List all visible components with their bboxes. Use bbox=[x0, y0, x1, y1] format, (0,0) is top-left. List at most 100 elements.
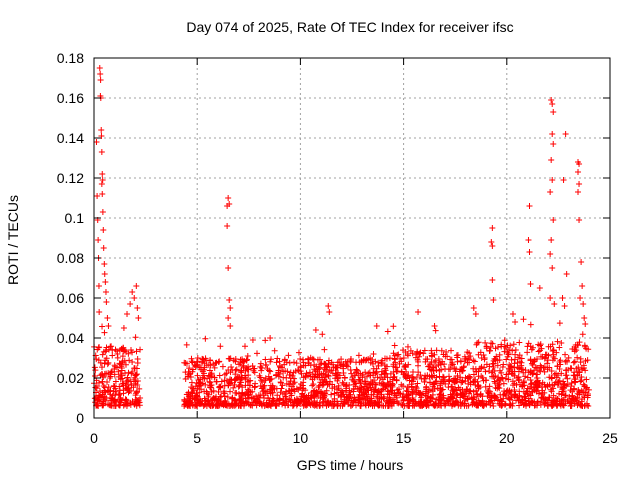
roti-point bbox=[354, 367, 361, 374]
roti-point bbox=[524, 374, 531, 381]
roti-point bbox=[576, 181, 583, 187]
roti-point bbox=[127, 399, 134, 406]
roti-point bbox=[321, 364, 328, 371]
roti-point bbox=[501, 348, 508, 355]
roti-point bbox=[118, 365, 125, 372]
roti-point bbox=[464, 396, 471, 403]
roti-point bbox=[95, 379, 102, 386]
roti-point bbox=[335, 382, 342, 389]
roti-point bbox=[582, 389, 589, 396]
roti-point bbox=[206, 400, 213, 407]
roti-point bbox=[558, 391, 565, 398]
roti-point bbox=[371, 399, 378, 406]
roti-point bbox=[578, 259, 585, 265]
roti-point bbox=[135, 315, 142, 321]
roti-point bbox=[585, 386, 592, 393]
roti-point bbox=[321, 373, 328, 380]
roti-point bbox=[536, 285, 543, 291]
roti-point bbox=[373, 393, 380, 400]
roti-point bbox=[340, 365, 347, 372]
roti-point bbox=[393, 364, 400, 371]
roti-point bbox=[233, 366, 240, 373]
roti-point bbox=[225, 195, 232, 201]
roti-point bbox=[257, 374, 264, 381]
roti-point bbox=[580, 362, 587, 369]
roti-point bbox=[274, 355, 281, 362]
roti-point bbox=[204, 375, 211, 382]
roti-point bbox=[479, 401, 486, 408]
roti-point bbox=[519, 366, 526, 373]
roti-point bbox=[219, 363, 226, 370]
roti-point bbox=[485, 387, 492, 394]
roti-point bbox=[508, 356, 515, 363]
roti-point bbox=[101, 271, 108, 277]
roti-point bbox=[92, 367, 99, 374]
roti-point bbox=[564, 381, 571, 388]
roti-point bbox=[316, 402, 323, 409]
roti-point bbox=[240, 363, 247, 370]
roti-point bbox=[129, 289, 136, 295]
roti-point bbox=[364, 397, 371, 404]
roti-point bbox=[579, 396, 586, 403]
roti-point bbox=[479, 374, 486, 381]
roti-point bbox=[575, 169, 582, 175]
roti-point bbox=[230, 384, 237, 391]
roti-point bbox=[329, 370, 336, 377]
roti-point bbox=[370, 351, 377, 358]
y-tick-label: 0.16 bbox=[57, 90, 84, 106]
roti-point bbox=[415, 358, 422, 365]
roti-point bbox=[549, 347, 556, 354]
roti-point bbox=[412, 383, 419, 390]
roti-point bbox=[512, 347, 519, 354]
roti-point bbox=[375, 398, 382, 405]
roti-point bbox=[91, 395, 98, 402]
roti-point bbox=[492, 345, 499, 352]
roti-point bbox=[244, 366, 251, 373]
roti-point bbox=[374, 374, 381, 381]
roti-point bbox=[519, 382, 526, 389]
roti-point bbox=[549, 382, 556, 389]
roti-point bbox=[236, 382, 243, 389]
roti-point bbox=[381, 381, 388, 388]
roti-point bbox=[582, 321, 589, 327]
roti-point bbox=[480, 351, 487, 358]
roti-point bbox=[390, 374, 397, 381]
roti-point bbox=[424, 395, 431, 402]
roti-point bbox=[110, 397, 117, 404]
roti-point bbox=[108, 369, 115, 376]
roti-point bbox=[124, 400, 131, 407]
roti-point bbox=[185, 373, 192, 380]
roti-point bbox=[467, 353, 474, 360]
roti-point bbox=[129, 359, 136, 366]
roti-point bbox=[581, 392, 588, 399]
roti-point bbox=[522, 397, 529, 404]
y-tick-label: 0.08 bbox=[57, 250, 84, 266]
x-axis-label: GPS time / hours bbox=[297, 457, 404, 473]
roti-point bbox=[183, 391, 190, 398]
roti-point bbox=[298, 370, 305, 377]
roti-point bbox=[391, 342, 398, 349]
roti-point bbox=[508, 394, 515, 401]
roti-point bbox=[550, 109, 557, 115]
roti-point bbox=[262, 356, 269, 363]
roti-point bbox=[400, 383, 407, 390]
roti-point bbox=[381, 362, 388, 369]
roti-point bbox=[311, 361, 318, 368]
roti-point bbox=[536, 347, 543, 354]
roti-point bbox=[104, 361, 111, 368]
roti-point bbox=[400, 354, 407, 361]
roti-point bbox=[381, 369, 388, 376]
roti-point bbox=[428, 359, 435, 366]
roti-point bbox=[541, 355, 548, 362]
roti-point bbox=[97, 77, 104, 83]
roti-point bbox=[542, 396, 549, 403]
roti-point bbox=[348, 370, 355, 377]
roti-point bbox=[206, 357, 213, 364]
roti-point bbox=[500, 361, 507, 368]
roti-point bbox=[574, 372, 581, 379]
roti-point bbox=[397, 355, 404, 362]
roti-point bbox=[428, 350, 435, 357]
roti-point bbox=[473, 400, 480, 407]
roti-point bbox=[431, 323, 438, 329]
roti-point bbox=[531, 402, 538, 409]
